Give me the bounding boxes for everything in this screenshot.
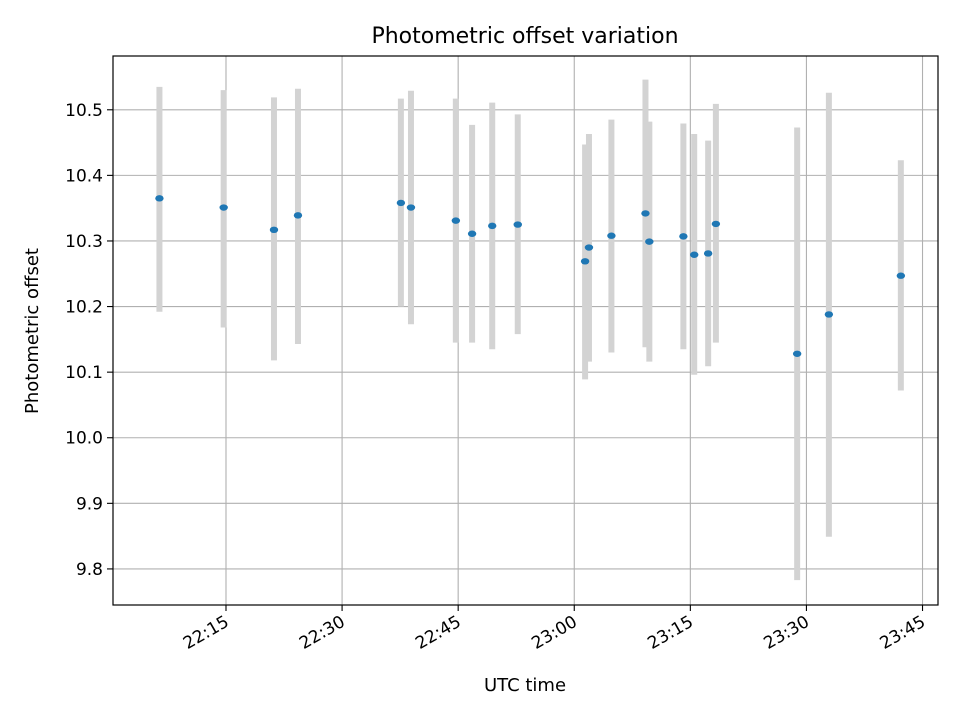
data-point — [641, 210, 650, 217]
data-point — [607, 232, 616, 239]
data-point — [711, 220, 721, 228]
data-point — [896, 272, 906, 279]
data-point — [155, 195, 164, 202]
data-point — [690, 251, 699, 258]
grid — [113, 56, 938, 605]
data-point — [792, 350, 802, 357]
data-point — [584, 244, 594, 251]
chart-title: Photometric offset variation — [371, 24, 678, 49]
data-point — [451, 217, 461, 224]
data-point — [269, 226, 279, 234]
data-point — [488, 222, 497, 230]
data-point — [293, 212, 303, 219]
data-point — [824, 311, 834, 318]
y-tick-label: 10.5 — [65, 101, 103, 121]
y-tick-label: 9.9 — [76, 494, 103, 514]
x-axis-label: UTC time — [484, 675, 566, 696]
plot-frame — [112, 55, 939, 606]
data-point — [703, 250, 713, 257]
y-tick-label: 10.2 — [65, 298, 103, 318]
data-point — [645, 238, 654, 245]
y-tick-label: 10.0 — [65, 429, 103, 449]
y-axis-label: Photometric offset — [22, 248, 43, 414]
data-point — [406, 204, 416, 211]
y-tick-label: 10.4 — [65, 166, 103, 186]
data-point — [580, 258, 590, 265]
data-point — [396, 199, 406, 207]
y-tick-label: 10.1 — [65, 363, 103, 383]
data-points — [155, 195, 906, 357]
data-point — [467, 230, 477, 237]
y-axis-ticks: 9.8 9.9 10.0 10.1 10.2 10.3 10.4 10.5 — [65, 101, 113, 580]
data-point — [219, 204, 228, 211]
y-tick-label: 10.3 — [65, 232, 103, 252]
data-point — [513, 221, 522, 228]
y-tick-label: 9.8 — [76, 560, 103, 580]
data-point — [679, 233, 688, 240]
